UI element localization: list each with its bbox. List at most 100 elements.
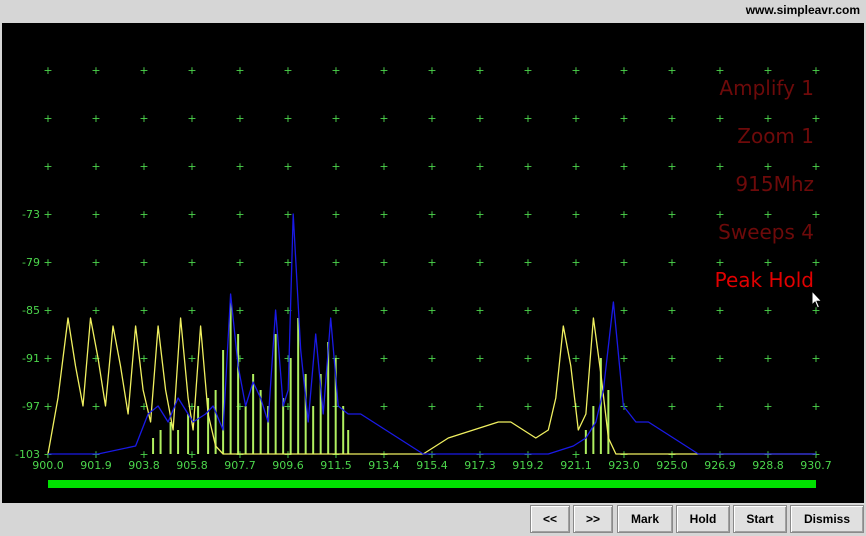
grid-marker: + [475,160,484,173]
grid-marker: + [667,64,676,77]
grid-marker: + [43,352,52,365]
grid-marker: + [427,64,436,77]
grid-marker: + [763,352,772,365]
series-layer [48,214,816,454]
next-button[interactable]: >> [573,505,613,533]
grid-marker: + [379,400,388,413]
grid-marker: + [283,64,292,77]
x-tick-label: 911.5 [320,459,352,472]
grid-marker: + [235,400,244,413]
dismiss-button[interactable]: Dismiss [790,505,864,533]
grid-marker: + [43,208,52,221]
grid-marker: + [379,304,388,317]
grid-marker: + [619,112,628,125]
grid-marker: + [331,64,340,77]
grid-marker: + [427,160,436,173]
x-tick-label: 930.7 [800,459,832,472]
x-tick-label: 909.6 [272,459,304,472]
grid-marker: + [715,400,724,413]
grid-marker: + [811,400,820,413]
grid-marker: + [619,208,628,221]
x-tick-label: 926.9 [704,459,736,472]
grid-marker: + [235,112,244,125]
grid-marker: + [667,304,676,317]
zoom-label: Zoom 1 [737,124,814,148]
grid-marker: + [715,352,724,365]
grid-marker: + [331,256,340,269]
x-tick-label: 921.1 [560,459,592,472]
grid-marker: + [91,112,100,125]
grid-marker: + [139,112,148,125]
grid-marker: + [715,160,724,173]
grid-marker: + [379,160,388,173]
grid-marker: + [139,64,148,77]
grid-marker: + [379,112,388,125]
grid-marker: + [811,352,820,365]
grid-marker: + [475,208,484,221]
grid-marker: + [139,160,148,173]
grid-marker: + [667,208,676,221]
x-tick-label: 917.3 [464,459,496,472]
peak-hold-label: Peak Hold [715,268,814,292]
grid-marker: + [187,352,196,365]
prev-button[interactable]: << [530,505,570,533]
x-tick-label: 901.9 [80,459,112,472]
grid-marker: + [283,208,292,221]
grid-marker: + [619,64,628,77]
mouse-pointer-icon [811,290,823,310]
grid-marker: + [91,64,100,77]
frequency-label: 915Mhz [735,172,814,196]
grid-marker: + [571,208,580,221]
grid-marker: + [139,256,148,269]
amplify-label: Amplify 1 [719,76,814,100]
grid-marker: + [571,352,580,365]
x-tick-labels: 900.0 901.9 903.8 905.8 907.7 909.6 911.5 913.4… [32,459,832,472]
grid-marker: + [619,160,628,173]
x-tick-label: 907.7 [224,459,256,472]
grid-marker: + [523,304,532,317]
grid-marker: + [571,112,580,125]
y-tick-labels: -73 -79 -85 -91 -97 -103 [15,208,40,461]
grid-marker: + [331,304,340,317]
grid-marker: + [763,400,772,413]
grid-marker: + [571,304,580,317]
grid-marker: + [427,352,436,365]
start-button[interactable]: Start [733,505,787,533]
grid-marker: + [523,352,532,365]
grid-marker: + [619,304,628,317]
grid-marker: + [187,160,196,173]
x-tick-label: 925.0 [656,459,688,472]
grid-marker: + [475,64,484,77]
grid-marker: + [667,400,676,413]
grid-marker: + [667,352,676,365]
grid-marker: + [91,208,100,221]
grid-marker: + [235,304,244,317]
y-tick-label: -73 [22,208,40,221]
grid-marker: + [427,208,436,221]
grid-marker: + [139,304,148,317]
grid-marker: + [187,256,196,269]
grid-marker: + [43,400,52,413]
x-tick-label: 905.8 [176,459,208,472]
grid-marker: + [715,304,724,317]
grid-marker: + [475,256,484,269]
grid-marker: + [667,160,676,173]
grid-marker: + [523,112,532,125]
hold-button[interactable]: Hold [676,505,730,533]
x-tick-label: 928.8 [752,459,784,472]
grid-marker: + [379,352,388,365]
x-tick-label: 900.0 [32,459,64,472]
grid-marker: + [43,64,52,77]
grid-markers: + + + + + + + + + + + + + + + + + + + + + + + + + + + + + + + + + + + + + + + +… [43,64,820,461]
mark-button[interactable]: Mark [617,505,673,533]
grid-marker: + [619,352,628,365]
grid-marker: + [331,208,340,221]
grid-marker: + [427,112,436,125]
grid-marker: + [283,160,292,173]
sweep-progress-bar [48,480,816,488]
grid-marker: + [763,304,772,317]
grid-marker: + [523,208,532,221]
grid-marker: + [187,304,196,317]
grid-marker: + [523,64,532,77]
grid-marker: + [667,256,676,269]
